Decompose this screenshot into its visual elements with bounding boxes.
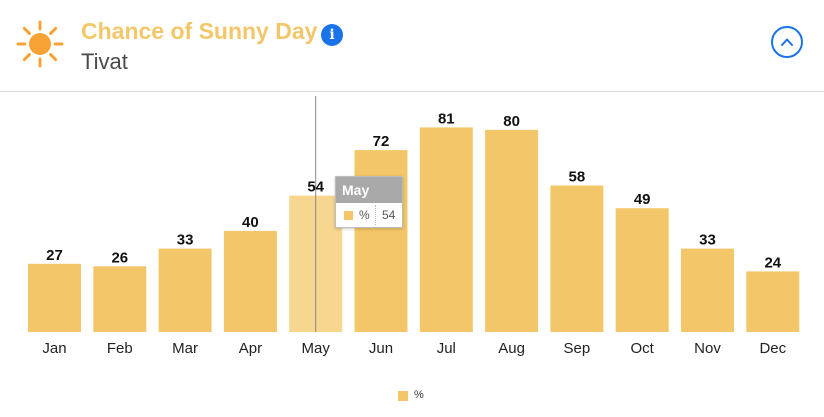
data-label-jan: 27 — [46, 247, 63, 264]
tooltip-month: May — [336, 177, 402, 203]
data-label-jul: 81 — [438, 110, 455, 127]
x-tick-label-apr: Apr — [239, 340, 262, 357]
location-subtitle: Tivat — [81, 49, 128, 74]
tooltip-swatch — [344, 211, 353, 220]
data-label-oct: 49 — [634, 191, 651, 208]
labels-layer: 27 Jan 26 Feb 33 Mar 40 Apr 54 May 72 Jun 81 Jul 80 Aug… — [42, 110, 786, 357]
chart-title: Chance of Sunny Day — [81, 18, 318, 44]
x-tick-label-nov: Nov — [694, 340, 721, 357]
bar-sep[interactable] — [550, 185, 604, 333]
data-label-may: 54 — [307, 179, 324, 196]
data-label-jun: 72 — [373, 133, 390, 150]
x-tick-label-may: May — [302, 340, 331, 357]
x-tick-label-mar: Mar — [172, 340, 198, 357]
data-label-apr: 40 — [242, 214, 259, 231]
bar-nov[interactable] — [681, 248, 734, 332]
bar-aug[interactable] — [485, 129, 539, 332]
bar-chart: 27 Jan 26 Feb 33 Mar 40 Apr 54 May 72 Jun 81 Jul 80 Aug… — [28, 96, 800, 357]
data-label-sep: 58 — [569, 169, 586, 186]
bar-jan[interactable] — [28, 263, 81, 332]
data-label-feb: 26 — [111, 249, 128, 266]
bars-layer — [28, 127, 800, 333]
x-tick-label-aug: Aug — [498, 340, 525, 357]
x-tick-label-dec: Dec — [759, 340, 786, 357]
tooltip-value: 54 — [382, 208, 396, 222]
x-tick-label-jul: Jul — [437, 340, 456, 357]
bar-feb[interactable] — [93, 266, 147, 332]
bar-jul[interactable] — [419, 127, 473, 333]
chevron-up-icon — [781, 38, 793, 46]
x-tick-label-jan: Jan — [42, 340, 66, 357]
bar-apr[interactable] — [223, 230, 277, 332]
data-label-nov: 33 — [699, 232, 716, 249]
tooltip-separator — [375, 205, 376, 225]
data-label-mar: 33 — [177, 232, 194, 249]
chart-header: Chance of Sunny Day Tivat i — [0, 0, 824, 92]
tooltip-body: % 54 — [336, 203, 402, 227]
data-label-aug: 80 — [503, 113, 520, 130]
info-icon[interactable]: i — [321, 24, 343, 46]
x-tick-label-feb: Feb — [107, 340, 133, 357]
bar-dec[interactable] — [746, 271, 800, 332]
legend-label: % — [414, 389, 424, 401]
collapse-button[interactable] — [771, 26, 803, 58]
legend-swatch — [398, 391, 408, 401]
bar-mar[interactable] — [158, 248, 212, 332]
tooltip: May % 54 — [335, 176, 403, 228]
x-tick-label-jun: Jun — [369, 340, 393, 357]
bar-oct[interactable] — [615, 208, 669, 332]
data-label-dec: 24 — [764, 254, 781, 271]
x-tick-label-sep: Sep — [564, 340, 591, 357]
tooltip-unit: % — [359, 208, 370, 222]
sun-icon — [16, 20, 64, 68]
x-tick-label-oct: Oct — [631, 340, 655, 357]
